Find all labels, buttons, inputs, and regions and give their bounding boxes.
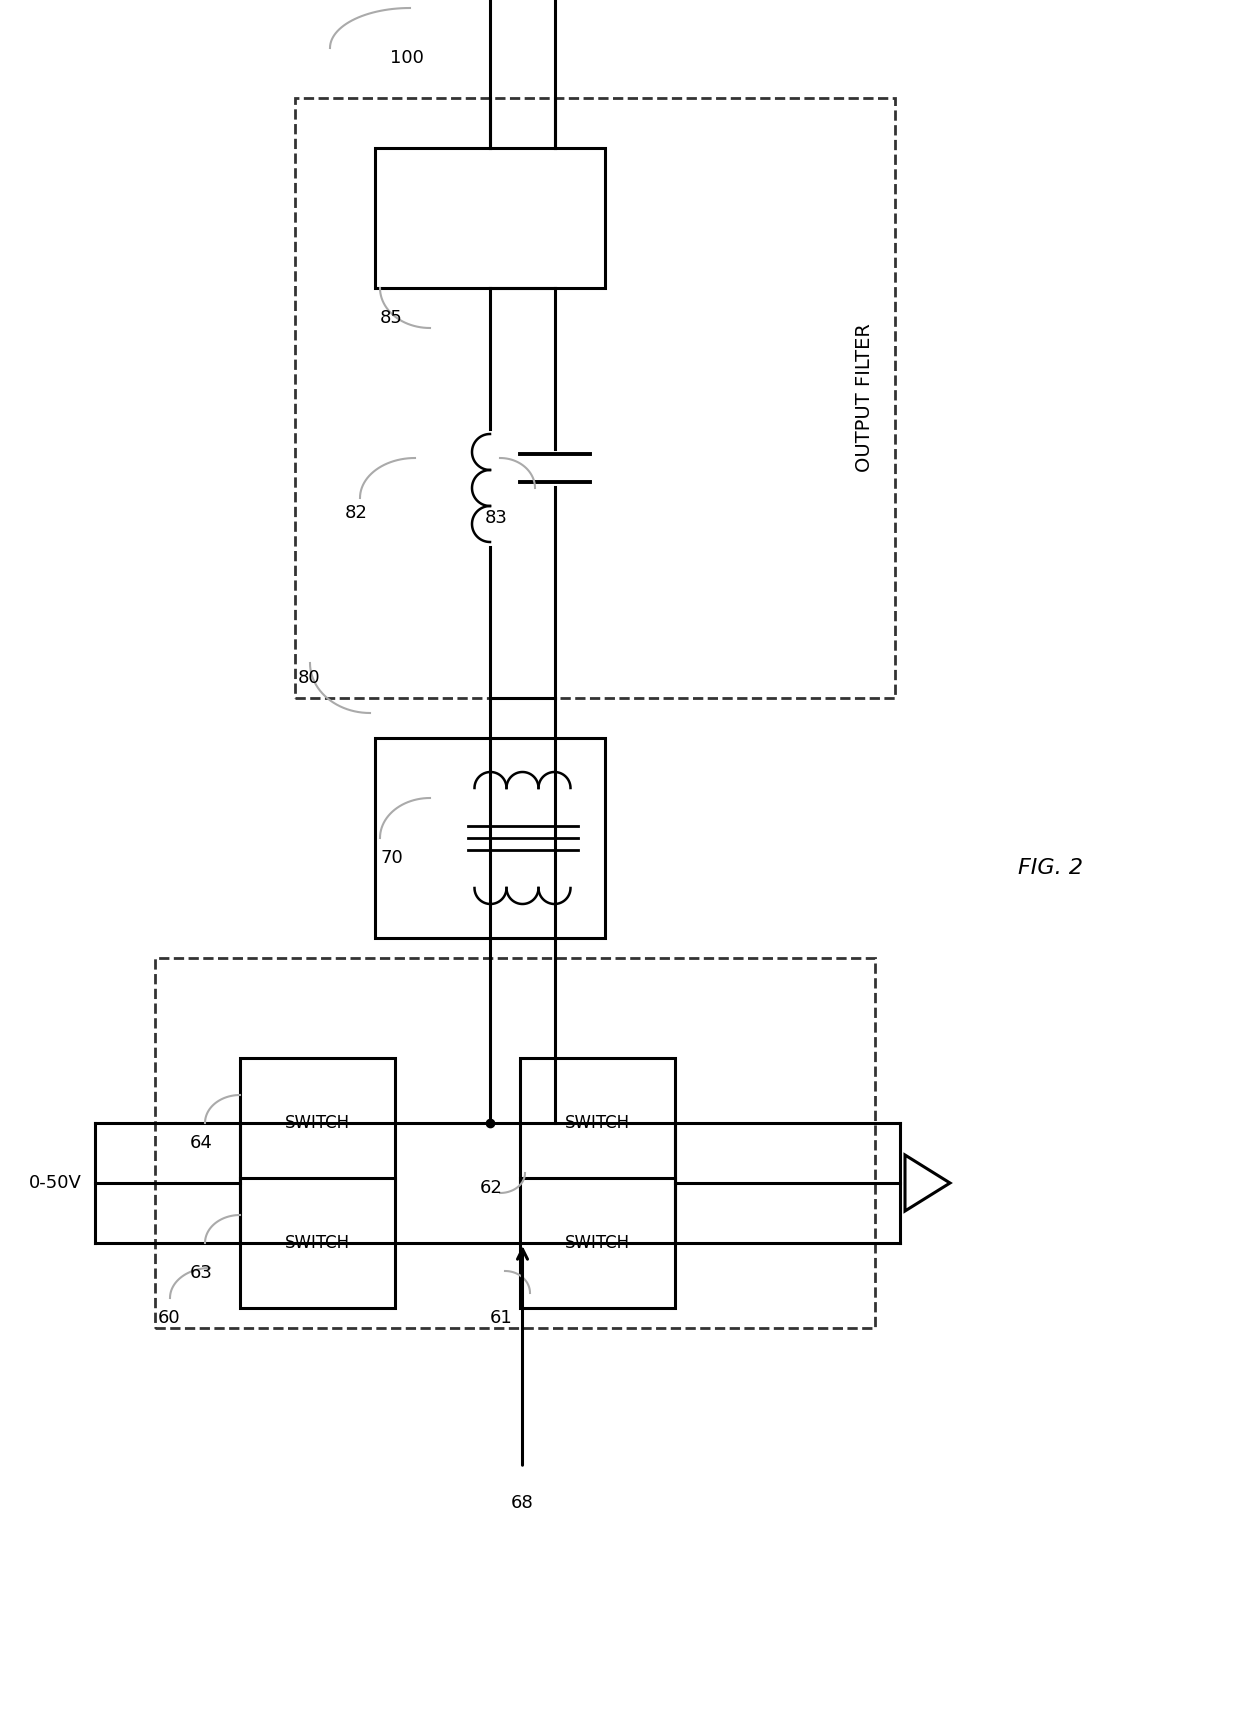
Text: 70: 70 <box>379 849 403 868</box>
Bar <box>241 1058 396 1189</box>
Text: 68: 68 <box>511 1495 534 1512</box>
Text: 83: 83 <box>485 509 508 527</box>
Text: 85: 85 <box>379 309 403 326</box>
Text: SWITCH: SWITCH <box>565 1234 630 1252</box>
Text: 82: 82 <box>345 503 368 522</box>
Text: 0-50V: 0-50V <box>29 1173 82 1192</box>
Text: SWITCH: SWITCH <box>285 1234 350 1252</box>
Bar <box>295 98 895 698</box>
Bar <box>520 1058 675 1189</box>
Text: 64: 64 <box>190 1134 213 1153</box>
Text: 62: 62 <box>480 1179 503 1197</box>
Bar <box>374 739 605 938</box>
Text: OUTPUT FILTER: OUTPUT FILTER <box>856 323 874 472</box>
Text: 100: 100 <box>391 50 424 67</box>
Text: SWITCH: SWITCH <box>565 1113 630 1132</box>
Bar <box>520 1179 675 1307</box>
Text: 80: 80 <box>298 668 321 687</box>
Bar <box>241 1179 396 1307</box>
Text: FIG. 2: FIG. 2 <box>1018 857 1083 878</box>
Text: 60: 60 <box>157 1309 181 1326</box>
Bar <box>155 959 875 1328</box>
Text: 63: 63 <box>190 1264 213 1282</box>
Text: 61: 61 <box>490 1309 513 1326</box>
Bar <box>374 148 605 289</box>
Text: SWITCH: SWITCH <box>285 1113 350 1132</box>
